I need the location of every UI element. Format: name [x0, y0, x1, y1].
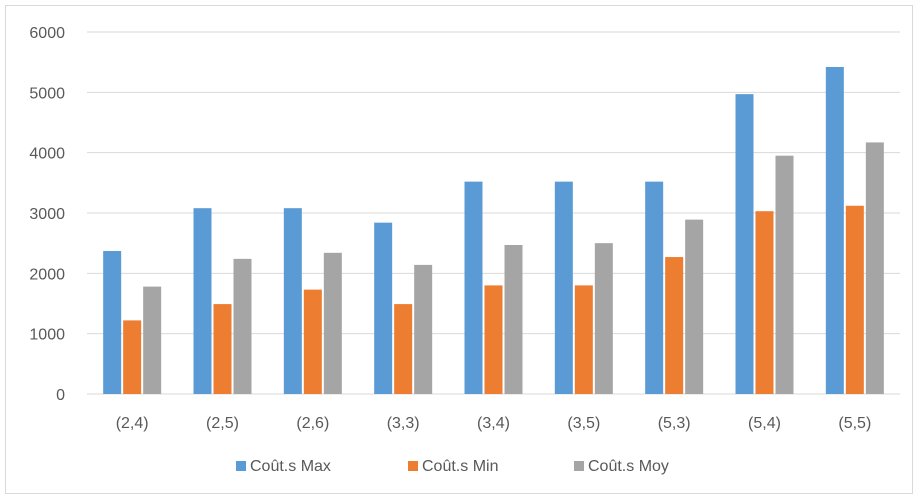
bar	[414, 264, 433, 394]
bar	[213, 304, 232, 394]
bar	[845, 205, 864, 394]
bar	[665, 257, 684, 394]
bar	[554, 181, 573, 394]
bar	[825, 66, 844, 394]
y-tick-label: 5000	[29, 85, 65, 102]
bar	[865, 142, 884, 394]
legend-label: Coût.s Min	[422, 458, 498, 475]
bar	[685, 219, 704, 394]
legend-label: Coût.s Moy	[588, 458, 669, 475]
y-tick-label: 0	[56, 387, 65, 404]
bar	[574, 285, 593, 394]
bar	[755, 211, 774, 394]
y-tick-label: 3000	[29, 206, 65, 223]
legend-swatch	[408, 461, 418, 471]
y-tick-label: 2000	[29, 266, 65, 283]
bar	[233, 258, 252, 394]
x-tick-label: (5,4)	[748, 415, 781, 432]
bar	[775, 155, 794, 394]
legend-item: Coût.s Max	[236, 458, 331, 475]
x-tick-label: (5,5)	[838, 415, 871, 432]
y-tick-label: 1000	[29, 327, 65, 344]
legend: Coût.s Max Coût.s Min Coût.s Moy	[236, 458, 669, 475]
x-tick-label: (3,3)	[387, 415, 420, 432]
bar	[374, 222, 393, 394]
bar	[283, 208, 302, 394]
x-tick-label: (2,4)	[116, 415, 149, 432]
legend-swatch	[574, 461, 584, 471]
bars	[103, 66, 884, 394]
y-axis: 0 1000 2000 3000 4000 5000 6000	[29, 25, 65, 404]
x-tick-label: (5,3)	[658, 415, 691, 432]
bar	[645, 181, 664, 394]
bar	[504, 244, 523, 394]
legend-item: Coût.s Moy	[574, 458, 669, 475]
y-tick-label: 4000	[29, 146, 65, 163]
legend-label: Coût.s Max	[250, 458, 331, 475]
x-tick-label: (2,5)	[206, 415, 239, 432]
bar	[394, 304, 413, 394]
legend-item: Coût.s Min	[408, 458, 498, 475]
bar	[735, 94, 754, 394]
x-tick-label: (3,5)	[567, 415, 600, 432]
x-tick-label: (3,4)	[477, 415, 510, 432]
bar	[594, 243, 613, 394]
x-axis: (2,4) (2,5) (2,6) (3,3) (3,4) (3,5) (5,3) (5,4)…	[116, 415, 872, 432]
bar	[123, 320, 142, 394]
bar	[303, 289, 322, 394]
bar	[103, 251, 122, 394]
legend-swatch	[236, 461, 246, 471]
y-tick-label: 6000	[29, 25, 65, 42]
bar	[143, 286, 162, 394]
x-tick-label: (2,6)	[296, 415, 329, 432]
bar	[193, 208, 212, 394]
bar	[484, 285, 503, 394]
bar	[323, 252, 342, 394]
bar	[464, 181, 483, 394]
